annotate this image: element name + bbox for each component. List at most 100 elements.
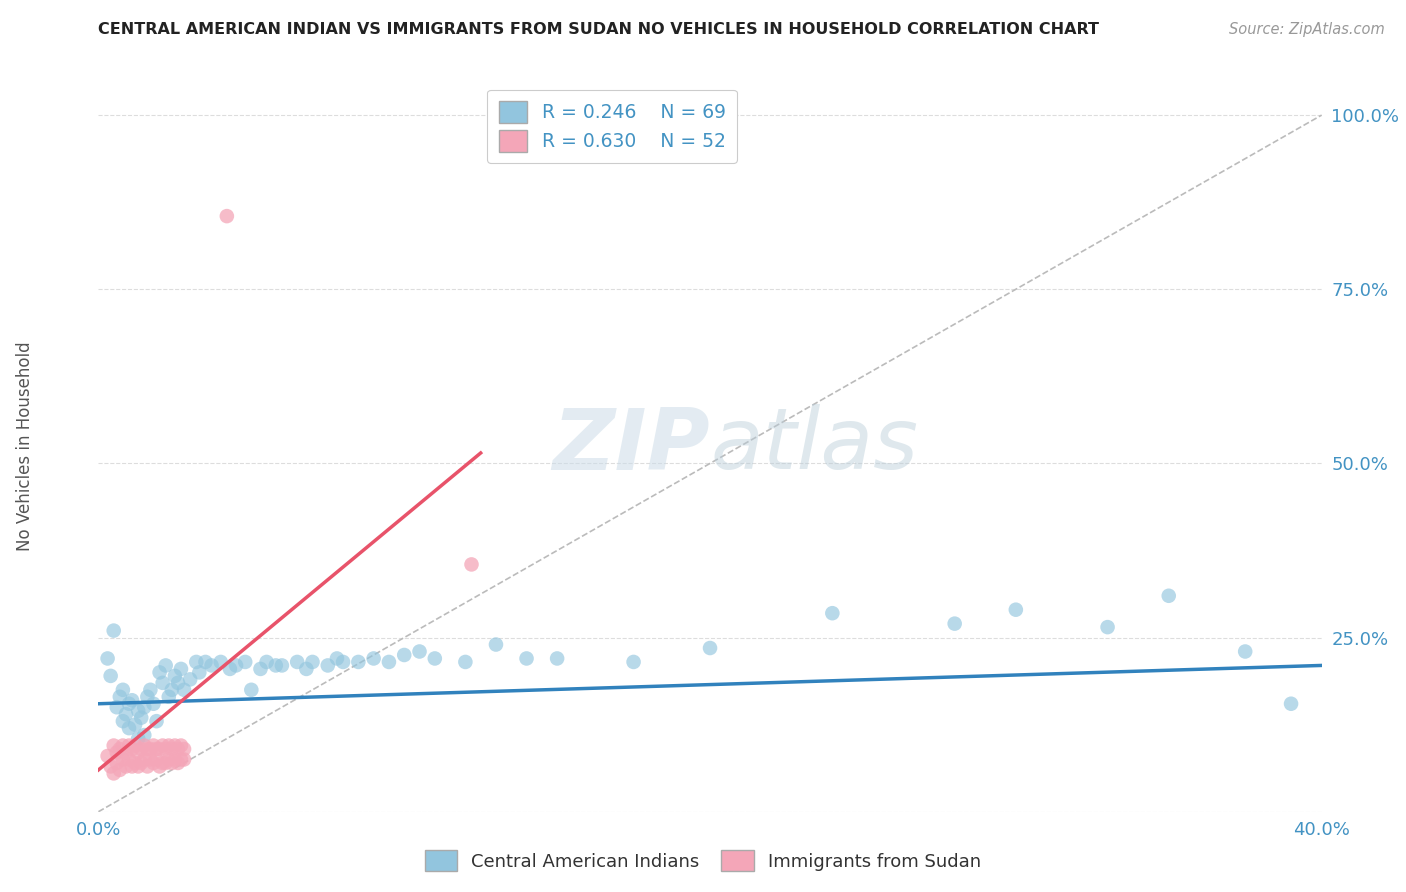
Point: [115, 759, 138, 773]
Point: [264, 658, 287, 673]
Legend: Central American Indians, Immigrants from Sudan: Central American Indians, Immigrants fro…: [418, 843, 988, 879]
Point: [170, 752, 193, 766]
Point: [111, 682, 134, 697]
Point: [460, 558, 482, 572]
Point: [173, 742, 195, 756]
Point: [301, 655, 323, 669]
Point: [103, 739, 125, 753]
Point: [149, 665, 172, 680]
Point: [155, 658, 177, 673]
Point: [392, 648, 416, 662]
Point: [485, 638, 508, 652]
Point: [423, 651, 446, 665]
Point: [118, 721, 141, 735]
Point: [149, 759, 172, 773]
Point: [219, 662, 242, 676]
Point: [155, 742, 177, 756]
Point: [105, 756, 128, 770]
Point: [111, 752, 134, 766]
Point: [139, 742, 162, 756]
Point: [127, 746, 149, 760]
Point: [149, 742, 172, 756]
Text: CENTRAL AMERICAN INDIAN VS IMMIGRANTS FROM SUDAN NO VEHICLES IN HOUSEHOLD CORREL: CENTRAL AMERICAN INDIAN VS IMMIGRANTS FR…: [98, 22, 1099, 37]
Text: Source: ZipAtlas.com: Source: ZipAtlas.com: [1229, 22, 1385, 37]
Point: [233, 655, 256, 669]
Point: [167, 742, 190, 756]
Point: [142, 739, 165, 753]
Point: [943, 616, 966, 631]
Point: [160, 682, 183, 697]
Point: [209, 655, 232, 669]
Point: [699, 640, 721, 655]
Point: [167, 756, 190, 770]
Point: [127, 759, 149, 773]
Point: [115, 707, 138, 722]
Point: [134, 700, 156, 714]
Point: [347, 655, 370, 669]
Point: [100, 759, 122, 773]
Point: [186, 655, 208, 669]
Point: [121, 693, 143, 707]
Point: [136, 759, 159, 773]
Point: [105, 700, 128, 714]
Point: [1004, 603, 1026, 617]
Point: [121, 759, 143, 773]
Point: [170, 662, 193, 676]
Point: [163, 739, 186, 753]
Point: [145, 752, 167, 766]
Point: [111, 714, 134, 728]
Point: [188, 665, 211, 680]
Point: [142, 697, 165, 711]
Point: [163, 752, 186, 766]
Point: [173, 682, 195, 697]
Point: [127, 704, 149, 718]
Point: [167, 676, 190, 690]
Point: [97, 651, 120, 665]
Point: [118, 752, 141, 766]
Text: No Vehicles in Household: No Vehicles in Household: [17, 341, 34, 551]
Point: [160, 742, 183, 756]
Text: atlas: atlas: [710, 404, 918, 488]
Point: [103, 624, 125, 638]
Point: [145, 742, 167, 756]
Point: [152, 676, 174, 690]
Point: [129, 711, 152, 725]
Point: [127, 731, 149, 746]
Point: [145, 714, 167, 728]
Point: [256, 655, 278, 669]
Legend: R = 0.246    N = 69, R = 0.630    N = 52: R = 0.246 N = 69, R = 0.630 N = 52: [488, 90, 737, 163]
Point: [136, 690, 159, 704]
Point: [108, 742, 131, 756]
Point: [134, 752, 156, 766]
Point: [179, 673, 201, 687]
Point: [157, 752, 180, 766]
Point: [285, 655, 308, 669]
Point: [118, 697, 141, 711]
Point: [160, 756, 183, 770]
Point: [295, 662, 318, 676]
Point: [124, 739, 146, 753]
Point: [1234, 644, 1257, 658]
Point: [139, 682, 162, 697]
Point: [100, 669, 122, 683]
Point: [124, 717, 146, 731]
Point: [157, 690, 180, 704]
Point: [129, 756, 152, 770]
Point: [326, 651, 349, 665]
Point: [115, 746, 138, 760]
Point: [1157, 589, 1180, 603]
Point: [97, 749, 120, 764]
Point: [152, 756, 174, 770]
Point: [155, 756, 177, 770]
Point: [142, 756, 165, 770]
Point: [316, 658, 339, 673]
Point: [215, 209, 238, 223]
Point: [249, 662, 271, 676]
Point: [157, 739, 180, 753]
Point: [240, 682, 263, 697]
Point: [454, 655, 477, 669]
Point: [200, 658, 222, 673]
Text: ZIP: ZIP: [553, 404, 710, 488]
Point: [111, 739, 134, 753]
Point: [121, 742, 143, 756]
